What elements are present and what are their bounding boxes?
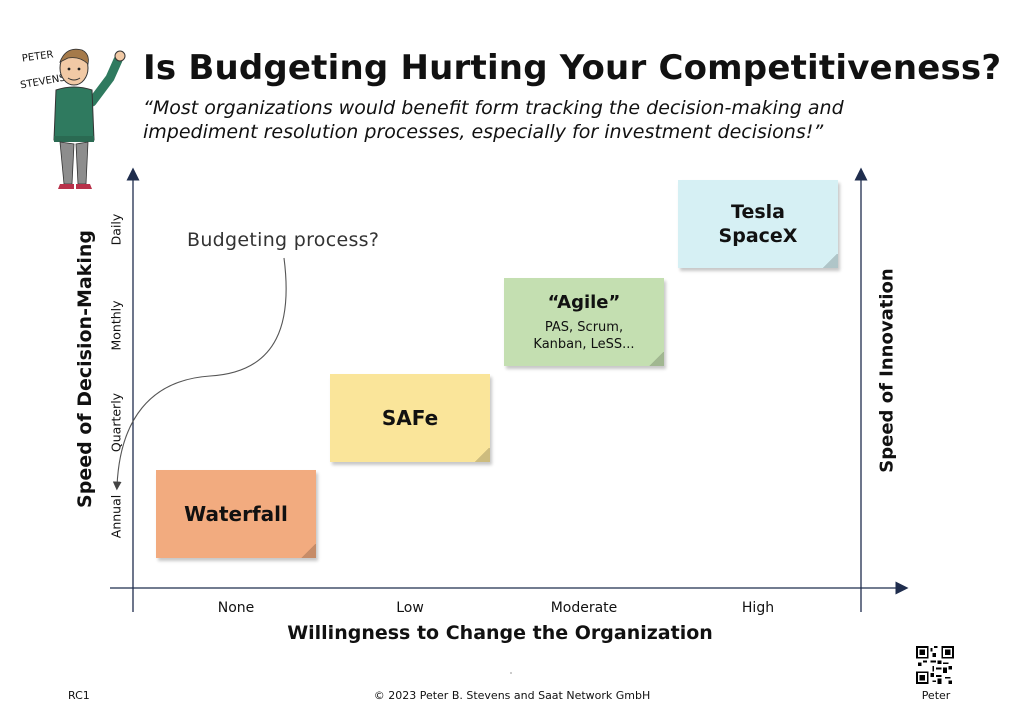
footer-code: RC1 [68,689,90,702]
budgeting-annotation: Budgeting process? [187,229,380,251]
annotation-arrow [112,257,287,491]
note-waterfall: Waterfall [156,470,316,558]
quote-text: “Most organizations would benefit form t… [143,97,844,143]
note-tesla-spacex: Tesla SpaceX [678,180,838,268]
note-tesla-title: Tesla [731,201,785,223]
x-tick-high: High [741,600,775,616]
note-agile-title: “Agile” [547,291,621,313]
note-safe-title: SAFe [381,406,439,430]
y-tick-quarterly: Quarterly [108,392,124,453]
note-waterfall-title: Waterfall [184,502,288,526]
x-axis-label: Willingness to Change the Organization [287,622,713,644]
y-tick-monthly: Monthly [108,300,124,351]
x-tick-none: None [217,600,255,616]
note-safe: SAFe [330,374,490,462]
peter-avatar-illustration: PETER STEVENS [20,48,126,189]
y-axis-right-label: Speed of Innovation [876,268,898,473]
y-axis-label: Speed of Decision-Making [74,230,96,508]
x-tick-moderate: Moderate [550,600,618,616]
y-tick-daily: Daily [108,213,124,246]
note-agile-subtitle: PAS, Scrum, Kanban, LeSS... [533,319,635,352]
avatar-name-line1: PETER [21,49,54,64]
footer-qr-label: Peter [921,689,951,702]
footer-copyright: © 2023 Peter B. Stevens and Saat Network… [373,689,651,702]
x-tick-low: Low [396,600,424,616]
y-tick-annual: Annual [108,494,124,539]
page-title: Is Budgeting Hurting Your Competitivenes… [143,48,1002,88]
note-agile: “Agile” PAS, Scrum, Kanban, LeSS... [504,278,664,366]
note-spacex-title: SpaceX [718,225,798,247]
qr-code-icon [916,646,954,684]
